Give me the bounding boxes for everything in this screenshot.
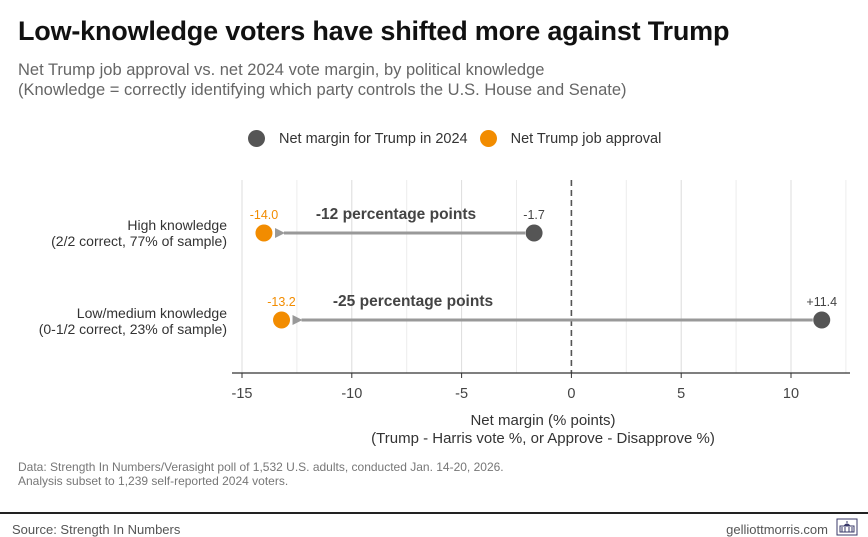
x-tick-label: -5 [455,386,468,402]
x-tick-label: 0 [567,386,575,402]
job-approval-label: -14.0 [250,208,279,222]
subtitle-line-2: (Knowledge = correctly identifying which… [18,81,627,99]
x-tick-label: 5 [677,386,685,402]
note-line-2: Analysis subset to 1,239 self-reported 2… [18,474,289,488]
chart-plot: -15 -10 -5 0 5 10 -1.7 -14.0 -12 percentage poi… [232,180,850,447]
x-axis-subtitle: (Trump - Harris vote %, or Approve - Dis… [371,430,715,447]
legend-dot-orange-icon [479,130,497,147]
capitol-building-icon [836,518,858,536]
x-tick-label: -15 [232,386,253,402]
vote-margin-point [813,311,831,329]
vote-margin-point [525,224,543,242]
shift-annotation: -12 percentage points [316,206,476,223]
vote-margin-label: -1.7 [523,208,545,222]
shift-annotation: -25 percentage points [333,293,493,310]
job-approval-point [273,311,291,329]
y-label-low-knowledge: Low/medium knowledge (0-1/2 correct, 23%… [39,305,227,337]
x-tick-label: -10 [341,386,362,402]
y-label-line-1: High knowledge [127,217,227,233]
x-axis-title: Net margin (% points) [470,412,615,429]
job-approval-point [255,224,273,242]
note-line-1: Data: Strength In Numbers/Verasight poll… [18,460,504,474]
subtitle-line-1: Net Trump job approval vs. net 2024 vote… [18,61,545,79]
legend-item-job-approval: Net Trump job approval [479,130,662,147]
footer-divider [0,512,868,514]
vote-margin-label: +11.4 [806,295,837,309]
x-tick-label: 10 [783,386,799,402]
legend: Net margin for Trump in 2024 Net Trump j… [248,130,673,147]
legend-label: Net margin for Trump in 2024 [279,130,468,147]
y-label-high-knowledge: High knowledge (2/2 correct, 77% of samp… [51,217,227,249]
job-approval-label: -13.2 [267,295,296,309]
chart-title: Low-knowledge voters have shifted more a… [18,16,730,46]
site-link[interactable]: gelliottmorris.com [726,522,828,537]
legend-dot-gray-icon [248,130,265,147]
data-note: Data: Strength In Numbers/Verasight poll… [18,460,504,488]
y-label-line-1: Low/medium knowledge [76,305,227,321]
source-text: Source: Strength In Numbers [12,522,181,537]
legend-label: Net Trump job approval [510,130,662,147]
y-label-line-2: (0-1/2 correct, 23% of sample) [38,321,227,337]
chart-subtitle: Net Trump job approval vs. net 2024 vote… [18,60,627,100]
y-label-line-2: (2/2 correct, 77% of sample) [51,233,227,249]
legend-item-vote-margin: Net margin for Trump in 2024 [248,130,468,147]
